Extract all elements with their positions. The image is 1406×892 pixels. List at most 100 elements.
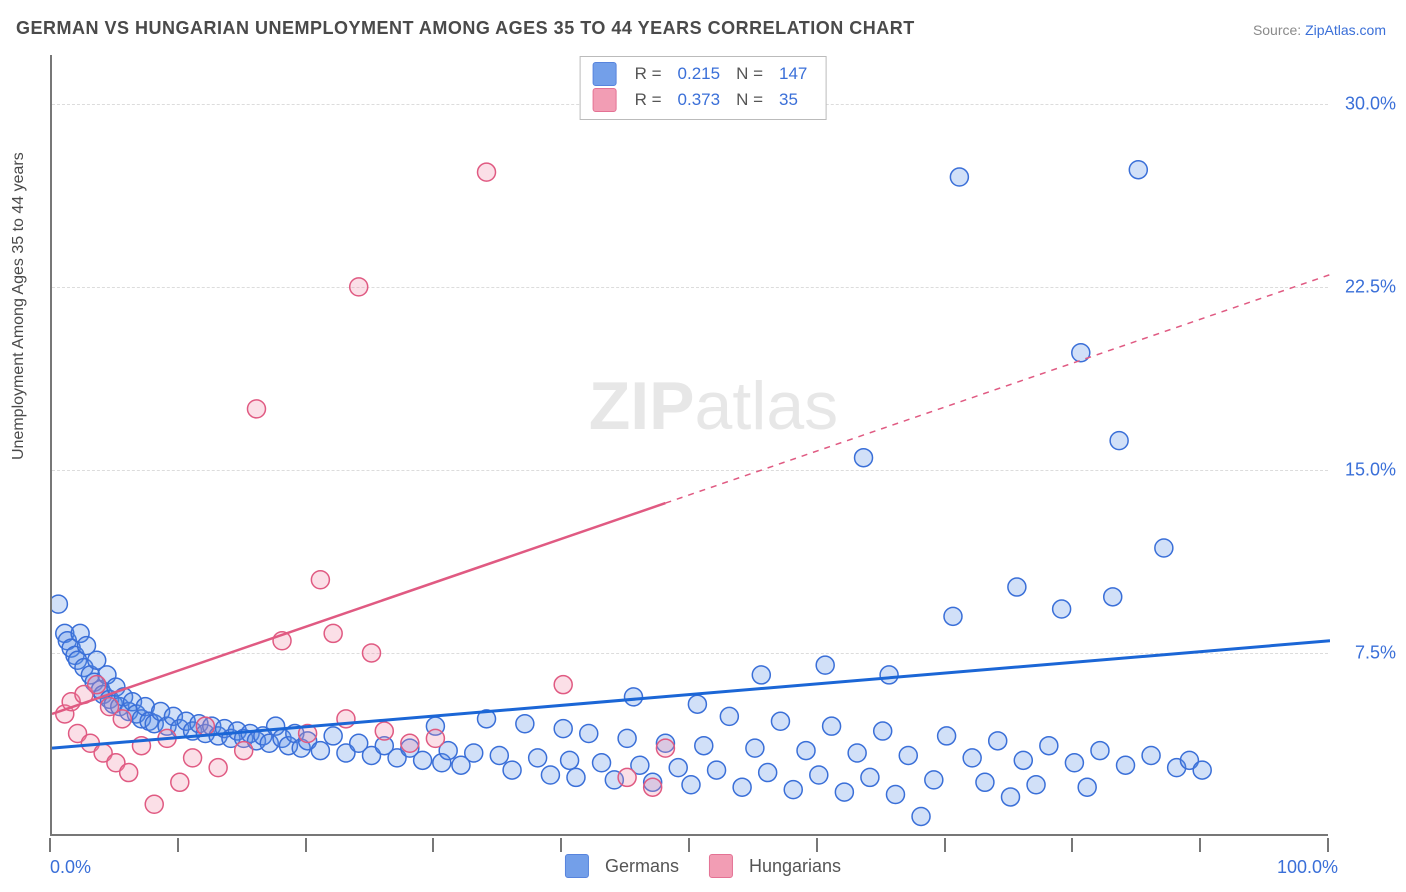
data-point (145, 795, 163, 813)
n-value-germans: 147 (773, 61, 813, 87)
x-tick (49, 838, 51, 852)
data-point (311, 571, 329, 589)
r-value-germans: 0.215 (672, 61, 727, 87)
legend-swatch-hungarians (709, 854, 733, 878)
data-point (478, 163, 496, 181)
y-tick-label: 22.5% (1345, 276, 1396, 297)
data-point (363, 644, 381, 662)
swatch-germans (593, 62, 617, 86)
r-label: R = (635, 87, 662, 113)
data-point (311, 742, 329, 760)
data-point (688, 695, 706, 713)
data-point (899, 746, 917, 764)
data-point (324, 624, 342, 642)
data-point (925, 771, 943, 789)
data-point (1104, 588, 1122, 606)
data-point (567, 768, 585, 786)
data-point (886, 786, 904, 804)
data-point (944, 607, 962, 625)
legend-label-hungarians: Hungarians (749, 856, 841, 877)
data-point (912, 807, 930, 825)
data-point (1110, 432, 1128, 450)
data-point (618, 729, 636, 747)
data-point (1014, 751, 1032, 769)
source-prefix: Source: (1253, 22, 1305, 38)
data-point (209, 759, 227, 777)
data-point (593, 754, 611, 772)
data-point (503, 761, 521, 779)
data-point (541, 766, 559, 784)
x-tick (688, 838, 690, 852)
y-tick-label: 30.0% (1345, 93, 1396, 114)
data-point (490, 746, 508, 764)
data-point (324, 727, 342, 745)
n-label: N = (736, 87, 763, 113)
data-point (1008, 578, 1026, 596)
data-point (554, 720, 572, 738)
data-point (1078, 778, 1096, 796)
data-point (529, 749, 547, 767)
data-point (656, 739, 674, 757)
correlation-stats-legend: R = 0.215 N = 147 R = 0.373 N = 35 (580, 56, 827, 120)
data-point (989, 732, 1007, 750)
series-legend: Germans Hungarians (565, 854, 841, 878)
data-point (375, 722, 393, 740)
data-point (1155, 539, 1173, 557)
data-point (1065, 754, 1083, 772)
data-point (733, 778, 751, 796)
data-point (171, 773, 189, 791)
data-point (784, 781, 802, 799)
data-point (465, 744, 483, 762)
x-tick (432, 838, 434, 852)
x-tick (1071, 838, 1073, 852)
data-point (350, 278, 368, 296)
data-point (1002, 788, 1020, 806)
chart-title: GERMAN VS HUNGARIAN UNEMPLOYMENT AMONG A… (16, 18, 915, 39)
y-tick-label: 7.5% (1355, 642, 1396, 663)
data-point (52, 595, 67, 613)
x-tick (177, 838, 179, 852)
scatter-plot (52, 55, 1330, 836)
data-point (120, 764, 138, 782)
data-point (1142, 746, 1160, 764)
data-point (618, 768, 636, 786)
data-point (950, 168, 968, 186)
data-point (235, 742, 253, 760)
x-tick-label: 0.0% (50, 857, 91, 878)
data-point (669, 759, 687, 777)
data-point (1053, 600, 1071, 618)
n-label: N = (736, 61, 763, 87)
data-point (874, 722, 892, 740)
data-point (695, 737, 713, 755)
data-point (861, 768, 879, 786)
stats-row-hungarians: R = 0.373 N = 35 (593, 87, 814, 113)
stats-row-germans: R = 0.215 N = 147 (593, 61, 814, 87)
data-point (746, 739, 764, 757)
legend-swatch-germans (565, 854, 589, 878)
source-link[interactable]: ZipAtlas.com (1305, 22, 1386, 38)
data-point (1129, 161, 1147, 179)
data-point (516, 715, 534, 733)
data-point (196, 717, 214, 735)
data-point (580, 724, 598, 742)
swatch-hungarians (593, 88, 617, 112)
y-axis-label: Unemployment Among Ages 35 to 44 years (10, 152, 28, 460)
data-point (823, 717, 841, 735)
data-point (855, 449, 873, 467)
data-point (708, 761, 726, 779)
data-point (1193, 761, 1211, 779)
n-value-hungarians: 35 (773, 87, 804, 113)
data-point (88, 676, 106, 694)
data-point (771, 712, 789, 730)
regression-line-extrapolated (665, 275, 1330, 503)
regression-line (52, 641, 1330, 748)
plot-area: ZIPatlas (50, 55, 1328, 836)
x-tick (1199, 838, 1201, 852)
data-point (426, 729, 444, 747)
data-point (247, 400, 265, 418)
x-tick (816, 838, 818, 852)
data-point (561, 751, 579, 769)
data-point (1040, 737, 1058, 755)
x-tick (560, 838, 562, 852)
r-label: R = (635, 61, 662, 87)
